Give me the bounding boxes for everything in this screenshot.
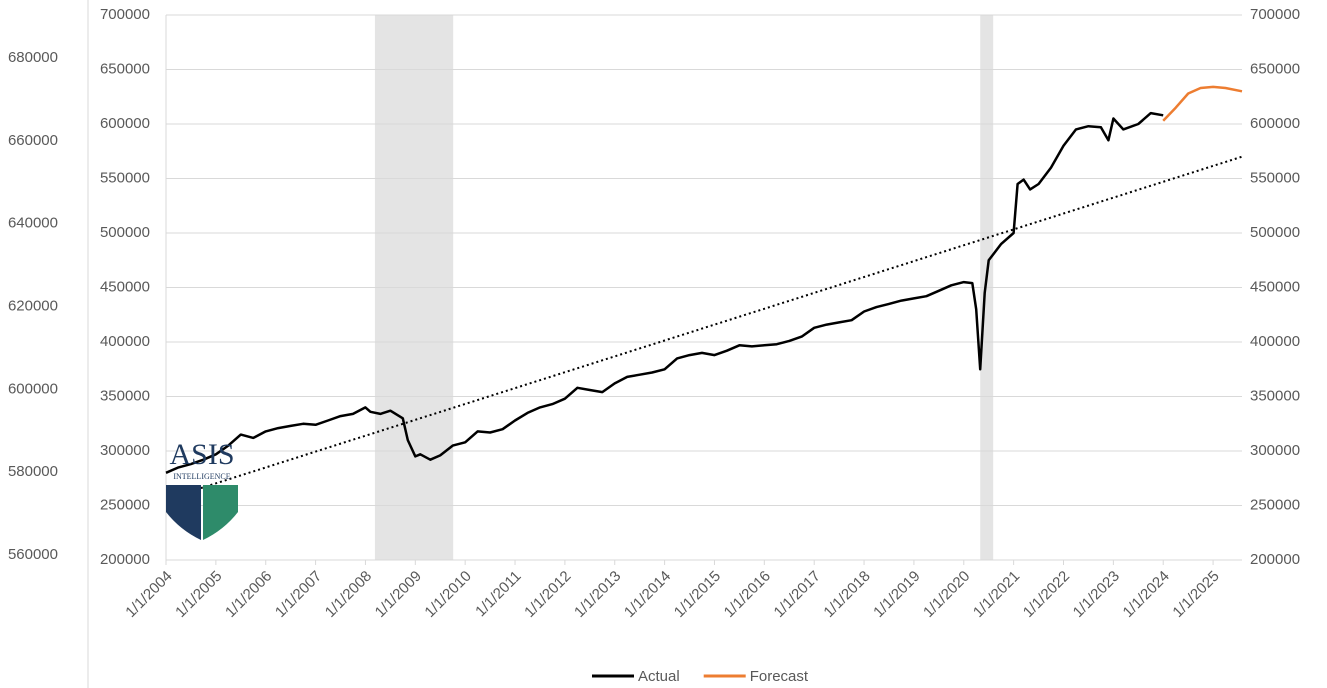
x-tick-label: 1/1/2007 xyxy=(272,568,325,621)
y3-tick-label: 640000 xyxy=(8,215,58,232)
x-tick-label: 1/1/2005 xyxy=(172,568,225,621)
y-tick-label: 650000 xyxy=(100,60,150,77)
y-tick-label: 700000 xyxy=(100,6,150,23)
x-tick-label: 1/1/2021 xyxy=(970,568,1023,621)
x-tick-label: 1/1/2006 xyxy=(222,568,275,621)
x-tick-label: 1/1/2018 xyxy=(820,568,873,621)
y-tick-label: 550000 xyxy=(100,169,150,186)
y2-tick-label: 650000 xyxy=(1250,60,1300,77)
legend-label: Forecast xyxy=(750,668,809,685)
y2-tick-label: 450000 xyxy=(1250,278,1300,295)
y3-tick-label: 620000 xyxy=(8,297,58,314)
x-tick-label: 1/1/2023 xyxy=(1070,568,1123,621)
y-tick-label: 250000 xyxy=(100,496,150,513)
y3-tick-label: 560000 xyxy=(8,546,58,563)
x-tick-label: 1/1/2004 xyxy=(122,568,175,621)
y-tick-label: 350000 xyxy=(100,387,150,404)
y2-tick-label: 250000 xyxy=(1250,496,1300,513)
y2-tick-label: 600000 xyxy=(1250,115,1300,132)
y2-tick-label: 500000 xyxy=(1250,224,1300,241)
x-tick-label: 1/1/2015 xyxy=(671,568,724,621)
y3-tick-label: 680000 xyxy=(8,49,58,66)
x-tick-label: 1/1/2022 xyxy=(1020,568,1073,621)
x-tick-label: 1/1/2025 xyxy=(1169,568,1222,621)
y2-tick-label: 300000 xyxy=(1250,442,1300,459)
y2-tick-label: 400000 xyxy=(1250,333,1300,350)
y-tick-label: 300000 xyxy=(100,442,150,459)
y-tick-label: 450000 xyxy=(100,278,150,295)
y3-tick-label: 660000 xyxy=(8,132,58,149)
y-tick-label: 500000 xyxy=(100,224,150,241)
legend-label: Actual xyxy=(638,668,680,685)
x-tick-label: 1/1/2011 xyxy=(472,568,525,621)
y2-tick-label: 700000 xyxy=(1250,6,1300,23)
logo-tagline: INTELLIGENCE xyxy=(173,472,230,481)
x-tick-label: 1/1/2017 xyxy=(771,568,824,621)
logo: ASIS INTELLIGENCE xyxy=(166,438,238,540)
x-tick-label: 1/1/2019 xyxy=(870,568,923,621)
x-tick-label: 1/1/2014 xyxy=(621,568,674,621)
y-tick-label: 200000 xyxy=(100,551,150,568)
logo-shield-right xyxy=(203,485,238,540)
series-line xyxy=(1162,85,1243,122)
y3-tick-label: 580000 xyxy=(8,463,58,480)
x-tick-label: 1/1/2010 xyxy=(421,568,474,621)
y2-tick-label: 350000 xyxy=(1250,387,1300,404)
x-tick-label: 1/1/2009 xyxy=(372,568,425,621)
x-tick-label: 1/1/2013 xyxy=(571,568,624,621)
x-tick-label: 1/1/2012 xyxy=(521,568,574,621)
y-tick-label: 600000 xyxy=(100,115,150,132)
y-tick-label: 400000 xyxy=(100,333,150,350)
logo-shield-left xyxy=(166,485,201,540)
x-tick-label: 1/1/2020 xyxy=(920,568,973,621)
y2-tick-label: 550000 xyxy=(1250,169,1300,186)
logo-name: ASIS xyxy=(169,438,234,471)
x-tick-label: 1/1/2008 xyxy=(322,568,375,621)
y3-tick-label: 600000 xyxy=(8,380,58,397)
trendline xyxy=(200,155,1243,490)
y2-tick-label: 200000 xyxy=(1250,551,1300,568)
x-tick-label: 1/1/2016 xyxy=(721,568,774,621)
series-line xyxy=(165,111,1164,474)
x-tick-label: 1/1/2024 xyxy=(1120,568,1173,621)
